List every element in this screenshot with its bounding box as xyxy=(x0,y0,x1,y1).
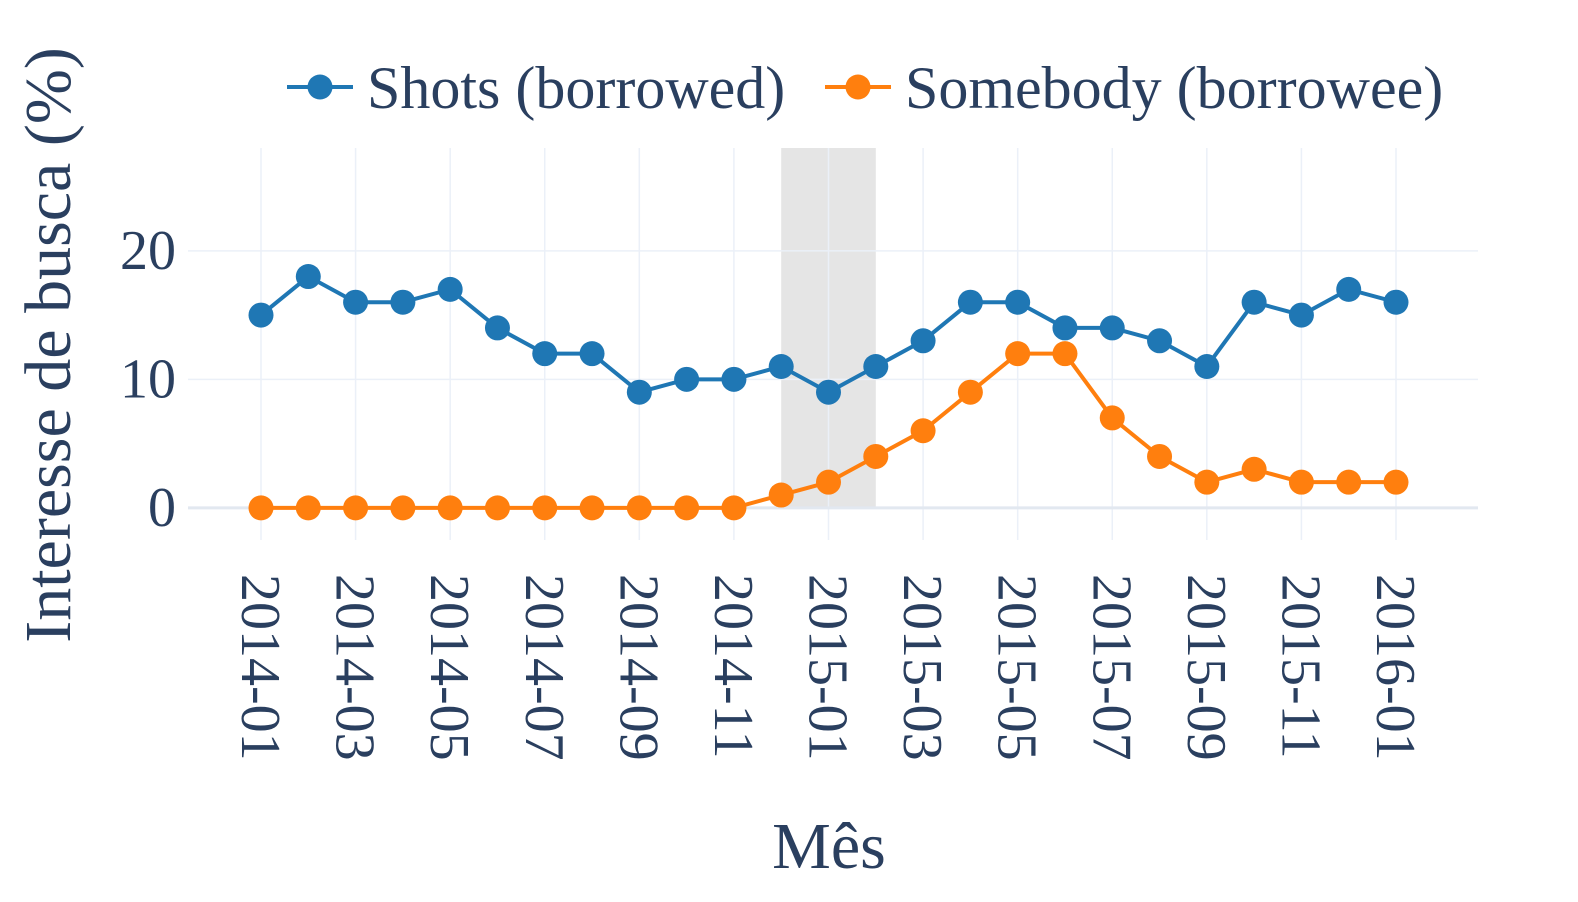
x-tick-label: 2015-01 xyxy=(797,574,859,761)
y-tick-label: 10 xyxy=(120,348,176,410)
data-point xyxy=(1052,341,1078,367)
x-tick-label: 2015-07 xyxy=(1080,574,1142,761)
x-tick-label: 2014-11 xyxy=(702,574,764,759)
data-point xyxy=(626,495,652,521)
legend-marker xyxy=(845,74,871,100)
series-1 xyxy=(248,264,1409,405)
data-point xyxy=(1383,289,1409,315)
x-tick-label: 2014-01 xyxy=(229,574,291,761)
data-point xyxy=(1241,456,1267,482)
data-point xyxy=(1052,315,1078,341)
data-point xyxy=(295,264,321,290)
y-axis-title: Interesse de busca (%) xyxy=(12,47,85,643)
data-point xyxy=(1288,469,1314,495)
data-point xyxy=(343,289,369,315)
data-point xyxy=(1194,353,1220,379)
x-tick-label: 2015-05 xyxy=(986,574,1048,761)
data-point xyxy=(532,495,558,521)
data-point xyxy=(1194,469,1220,495)
legend-marker xyxy=(307,74,333,100)
x-tick-label: 2014-05 xyxy=(418,574,480,761)
data-point xyxy=(674,495,700,521)
data-point xyxy=(579,495,605,521)
x-tick-label: 2014-09 xyxy=(607,574,669,761)
x-tick-label: 2015-03 xyxy=(891,574,953,761)
data-point xyxy=(1336,469,1362,495)
data-point xyxy=(957,379,983,405)
data-point xyxy=(390,495,416,521)
data-point xyxy=(343,495,369,521)
data-point xyxy=(863,443,889,469)
x-tick-label: 2015-09 xyxy=(1175,574,1237,761)
data-point xyxy=(1241,289,1267,315)
data-point xyxy=(1336,276,1362,302)
x-axis-title: Mês xyxy=(772,810,886,883)
y-tick-label: 0 xyxy=(148,477,176,539)
data-point xyxy=(579,341,605,367)
x-tick-label: 2016-01 xyxy=(1364,574,1426,761)
data-point xyxy=(248,302,274,328)
data-point xyxy=(1005,341,1031,367)
y-tick-label: 20 xyxy=(120,220,176,282)
data-point xyxy=(437,495,463,521)
data-point xyxy=(437,276,463,302)
data-point xyxy=(1288,302,1314,328)
data-point xyxy=(390,289,416,315)
data-point xyxy=(1147,328,1173,354)
data-point xyxy=(248,495,274,521)
data-point xyxy=(484,315,510,341)
data-point xyxy=(910,328,936,354)
data-point xyxy=(816,469,841,495)
data-point xyxy=(1147,443,1173,469)
legend-label: Somebody (borrowee) xyxy=(905,55,1443,121)
data-point xyxy=(626,379,652,405)
data-point xyxy=(721,366,747,392)
data-point xyxy=(1383,469,1409,495)
x-tick-label: 2015-11 xyxy=(1269,574,1331,759)
legend-label: Shots (borrowed) xyxy=(367,55,785,121)
legend-item: Somebody (borrowee) xyxy=(825,55,1443,121)
data-point xyxy=(768,482,794,508)
data-point xyxy=(957,289,983,315)
series-layer xyxy=(248,264,1409,521)
legend-item: Shots (borrowed) xyxy=(287,55,785,121)
y-axis-tick-labels: 0 10 20 xyxy=(120,220,176,539)
data-point xyxy=(768,353,794,379)
data-point xyxy=(484,495,510,521)
data-point xyxy=(1099,405,1125,431)
data-point xyxy=(1005,289,1031,315)
series-2 xyxy=(248,341,1409,521)
data-point xyxy=(674,366,700,392)
legend: Shots (borrowed) Somebody (borrowee) xyxy=(287,55,1443,121)
x-axis-tick-labels: 2014-01 2014-03 2014-05 2014-07 2014-09 2014-… xyxy=(229,574,1426,761)
data-point xyxy=(863,353,889,379)
data-point xyxy=(295,495,321,521)
x-tick-label: 2014-03 xyxy=(324,574,386,761)
data-point xyxy=(1099,315,1125,341)
data-point xyxy=(532,341,558,367)
x-tick-label: 2014-07 xyxy=(513,574,575,761)
data-point xyxy=(910,418,936,444)
data-point xyxy=(721,495,747,521)
data-point xyxy=(816,379,841,405)
